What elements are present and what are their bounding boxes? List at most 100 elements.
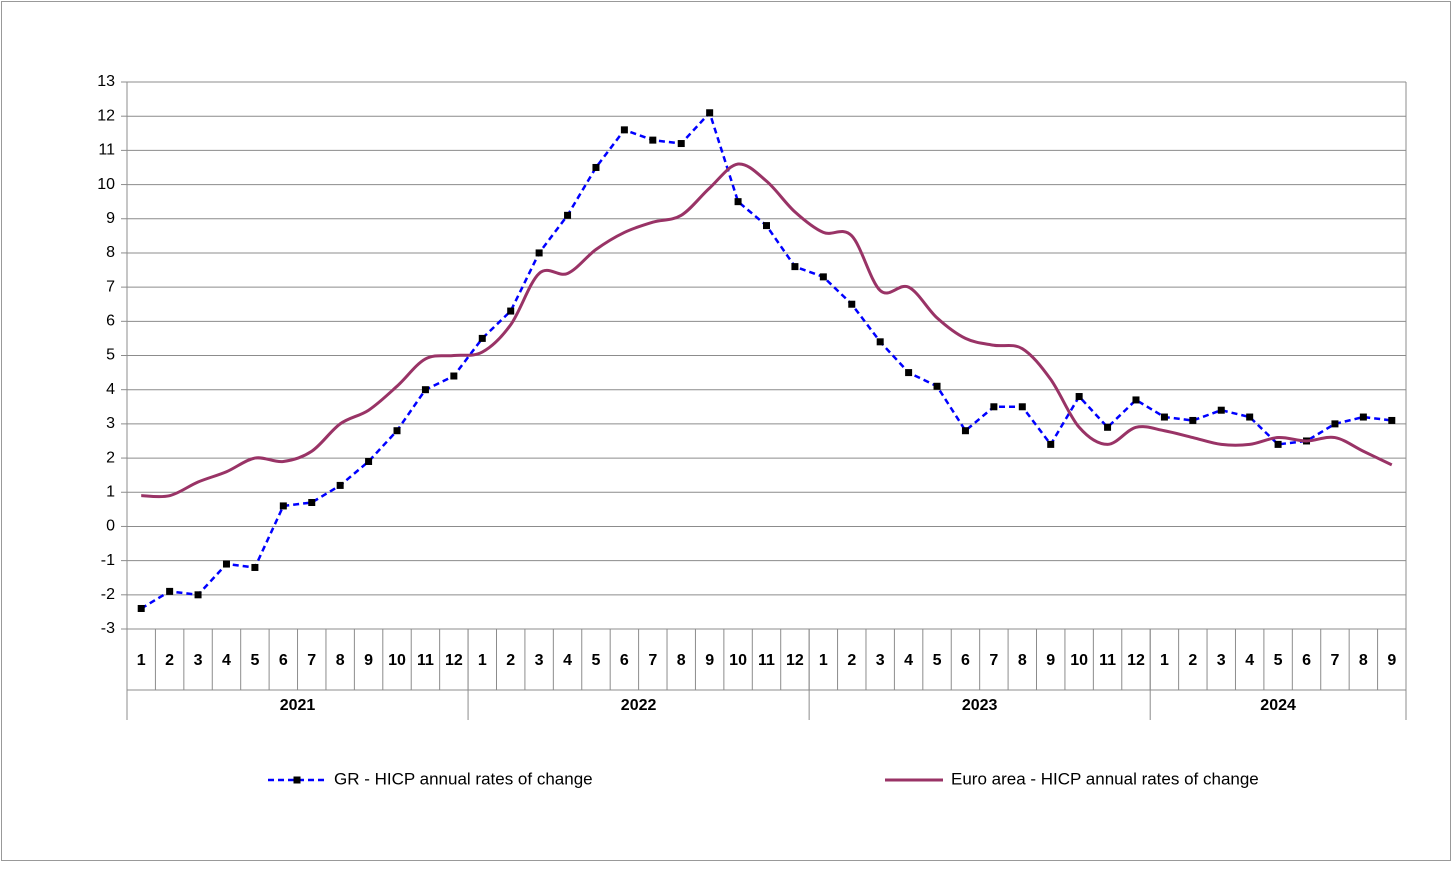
x-tick-label: 4 bbox=[222, 652, 231, 669]
x-tick-label: 6 bbox=[620, 652, 629, 669]
y-tick-label: 7 bbox=[106, 278, 115, 295]
x-tick-label: 5 bbox=[933, 652, 942, 669]
x-tick-label: 8 bbox=[336, 652, 345, 669]
point-marker bbox=[194, 591, 202, 599]
point-marker bbox=[137, 604, 145, 612]
point-marker bbox=[1104, 423, 1112, 431]
point-marker bbox=[1246, 413, 1254, 421]
year-label: 2024 bbox=[1260, 697, 1296, 714]
point-marker bbox=[706, 109, 714, 117]
x-tick-label: 7 bbox=[1330, 652, 1339, 669]
point-marker bbox=[166, 587, 174, 595]
x-tick-label: 4 bbox=[904, 652, 913, 669]
x-tick-label: 11 bbox=[1099, 652, 1116, 669]
point-marker bbox=[1331, 420, 1339, 428]
point-marker bbox=[876, 338, 884, 346]
point-marker bbox=[1189, 416, 1197, 424]
x-tick-label: 1 bbox=[478, 652, 487, 669]
point-marker bbox=[365, 457, 373, 465]
x-tick-label: 12 bbox=[445, 652, 463, 669]
y-tick-label: 6 bbox=[106, 313, 115, 330]
x-tick-label: 3 bbox=[535, 652, 544, 669]
point-marker bbox=[848, 300, 856, 308]
x-tick-label: 2 bbox=[1188, 652, 1197, 669]
x-tick-label: 6 bbox=[961, 652, 970, 669]
point-marker bbox=[222, 560, 230, 568]
y-tick-label: 8 bbox=[106, 244, 115, 261]
point-marker bbox=[961, 427, 969, 435]
x-tick-label: 2 bbox=[847, 652, 856, 669]
point-marker bbox=[535, 249, 543, 257]
year-label: 2021 bbox=[280, 697, 316, 714]
legend-label: Euro area - HICP annual rates of change bbox=[951, 769, 1259, 788]
x-tick-label: 12 bbox=[786, 652, 804, 669]
x-tick-label: 10 bbox=[729, 652, 747, 669]
x-tick-label: 9 bbox=[1387, 652, 1396, 669]
point-marker bbox=[393, 427, 401, 435]
x-tick-label: 10 bbox=[1070, 652, 1088, 669]
y-tick-label: -1 bbox=[101, 552, 115, 569]
series-line bbox=[141, 162, 1393, 499]
y-tick-label: 1 bbox=[106, 483, 115, 500]
y-tick-label: 0 bbox=[106, 518, 115, 535]
point-marker bbox=[734, 198, 742, 206]
x-tick-label: 11 bbox=[417, 652, 434, 669]
point-marker bbox=[990, 403, 998, 411]
point-marker bbox=[1359, 413, 1367, 421]
point-marker bbox=[1388, 416, 1396, 424]
legend-marker bbox=[293, 776, 301, 784]
x-tick-label: 8 bbox=[1018, 652, 1027, 669]
y-tick-label: 2 bbox=[106, 449, 115, 466]
x-tick-label: 3 bbox=[1217, 652, 1226, 669]
point-marker bbox=[251, 563, 259, 571]
x-tick-label: 3 bbox=[194, 652, 203, 669]
x-tick-label: 6 bbox=[1302, 652, 1311, 669]
x-tick-label: 8 bbox=[677, 652, 686, 669]
x-tick-label: 9 bbox=[364, 652, 373, 669]
y-tick-label: -3 bbox=[101, 620, 115, 637]
x-tick-label: 4 bbox=[563, 652, 572, 669]
y-tick-label: 3 bbox=[106, 415, 115, 432]
point-marker bbox=[279, 502, 287, 510]
x-tick-label: 1 bbox=[819, 652, 828, 669]
x-tick-label: 3 bbox=[876, 652, 885, 669]
x-tick-label: 5 bbox=[250, 652, 259, 669]
x-tick-label: 8 bbox=[1359, 652, 1368, 669]
x-tick-label: 6 bbox=[279, 652, 288, 669]
x-tick-label: 9 bbox=[705, 652, 714, 669]
point-marker bbox=[1132, 396, 1140, 404]
y-tick-label: 9 bbox=[106, 210, 115, 227]
point-marker bbox=[336, 481, 344, 489]
x-tick-label: 2 bbox=[506, 652, 515, 669]
x-tick-label: 10 bbox=[388, 652, 406, 669]
y-tick-label: 5 bbox=[106, 347, 115, 364]
point-marker bbox=[308, 499, 316, 507]
x-tick-label: 1 bbox=[1160, 652, 1169, 669]
year-label: 2022 bbox=[621, 697, 657, 714]
point-marker bbox=[763, 222, 770, 230]
point-marker bbox=[592, 163, 600, 171]
point-marker bbox=[819, 273, 827, 281]
x-tick-label: 7 bbox=[989, 652, 998, 669]
point-marker bbox=[1160, 413, 1168, 421]
point-marker bbox=[478, 334, 486, 342]
x-tick-label: 1 bbox=[137, 652, 146, 669]
y-tick-label: 11 bbox=[98, 142, 115, 159]
point-marker bbox=[620, 126, 628, 134]
point-marker bbox=[1217, 406, 1225, 414]
x-tick-label: 2 bbox=[165, 652, 174, 669]
point-marker bbox=[564, 211, 572, 219]
y-tick-label: 13 bbox=[97, 73, 115, 90]
year-label: 2023 bbox=[962, 697, 998, 714]
point-marker bbox=[1018, 403, 1026, 411]
point-marker bbox=[1075, 393, 1083, 401]
x-tick-label: 7 bbox=[307, 652, 316, 669]
point-marker bbox=[677, 140, 685, 148]
y-tick-label: -2 bbox=[101, 586, 115, 603]
point-marker bbox=[791, 263, 799, 271]
point-marker bbox=[421, 386, 429, 394]
point-marker bbox=[507, 307, 515, 315]
x-tick-label: 9 bbox=[1046, 652, 1055, 669]
